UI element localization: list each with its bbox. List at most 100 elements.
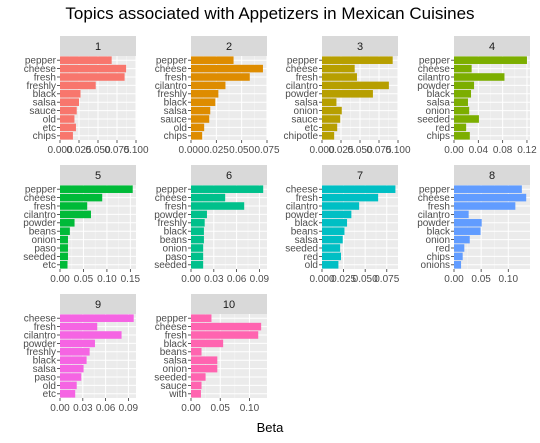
category-label-chips: chips: [427, 131, 450, 142]
bar-9-etc: [60, 390, 75, 398]
x-tick-label: 0.00: [50, 274, 70, 285]
bar-3-sauce: [322, 115, 340, 123]
bar-9-freshly: [60, 348, 90, 356]
bar-5-pepper: [60, 185, 133, 193]
bar-6-pepper: [191, 185, 263, 193]
bar-3-etc: [322, 124, 337, 132]
bar-8-cilantro: [454, 211, 469, 219]
category-label-etc: etc: [43, 389, 56, 400]
bar-6-cheese: [191, 194, 225, 202]
facet-strip-label-10: 10: [223, 299, 235, 311]
bar-6-beans: [191, 236, 204, 244]
x-tick-label: 0.00: [444, 145, 464, 156]
bar-4-pepper: [454, 56, 527, 64]
bar-8-chips: [454, 253, 463, 261]
bar-10-sauce: [191, 382, 202, 390]
facet-strip-label-2: 2: [226, 41, 232, 53]
bar-7-red: [322, 253, 341, 261]
bar-7-seeded: [322, 244, 340, 252]
bar-1-pepper: [60, 56, 112, 64]
bar-8-black: [454, 227, 481, 235]
x-tick-label: 0.100: [385, 145, 410, 156]
x-tick-label: 0.09: [250, 274, 270, 285]
facet-strip-label-9: 9: [95, 299, 101, 311]
bar-6-onion: [191, 244, 203, 252]
x-tick-label: 0.12: [517, 145, 537, 156]
x-tick-label: 0.05: [74, 274, 94, 285]
bar-9-salsa: [60, 365, 84, 373]
x-tick-label: 0.075: [254, 145, 279, 156]
bar-9-powder: [60, 340, 95, 348]
bar-8-pepper: [454, 185, 522, 193]
bar-5-seeded: [60, 253, 68, 261]
facet-strip-label-5: 5: [95, 170, 101, 182]
bar-2-sauce: [191, 115, 209, 123]
x-tick-label: 0.100: [123, 145, 148, 156]
bar-1-fresh: [60, 73, 125, 81]
bar-3-cilantro: [322, 82, 389, 90]
bar-5-etc: [60, 261, 68, 269]
x-tick-label: 0.15: [121, 274, 141, 285]
bar-7-fresh: [322, 194, 378, 202]
bar-3-onion: [322, 107, 342, 115]
x-tick-label: 0.03: [73, 403, 93, 414]
bar-5-paso: [60, 244, 68, 252]
bar-6-seeded: [191, 261, 203, 269]
category-label-old: old: [305, 260, 318, 271]
bar-7-cilantro: [322, 202, 359, 210]
bar-9-old: [60, 382, 77, 390]
bar-10-cheese: [191, 323, 261, 331]
bar-9-paso: [60, 373, 81, 381]
x-tick-label: 0.00: [181, 403, 201, 414]
bar-4-seeded: [454, 115, 479, 123]
bar-1-etc: [60, 124, 76, 132]
bar-8-fresh: [454, 202, 515, 210]
bar-6-paso: [191, 253, 203, 261]
bar-8-red: [454, 244, 464, 252]
bar-7-old: [322, 261, 338, 269]
x-tick-label: 0.00: [181, 274, 201, 285]
bar-1-black: [60, 90, 81, 98]
x-tick-label: 0.03: [204, 274, 224, 285]
bar-2-chips: [191, 132, 202, 140]
bar-6-black: [191, 227, 204, 235]
bar-7-salsa: [322, 236, 343, 244]
x-tick-label: 0.06: [96, 403, 116, 414]
bar-9-cheese: [60, 314, 134, 322]
bar-2-old: [191, 124, 204, 132]
bar-2-freshly: [191, 90, 218, 98]
bar-7-cheese: [322, 185, 395, 193]
bar-1-salsa: [60, 98, 79, 106]
x-tick-label: 0.00: [444, 274, 464, 285]
bar-2-cilantro: [191, 82, 225, 90]
bar-1-sauce: [60, 107, 77, 115]
x-tick-label: 0.05: [210, 403, 230, 414]
x-tick-label: 0.05: [471, 274, 491, 285]
x-tick-label: 0.08: [493, 145, 513, 156]
x-tick-label: 0.025: [204, 145, 229, 156]
bar-10-salsa: [191, 356, 217, 364]
bar-9-cilantro: [60, 331, 122, 339]
bar-4-cheese: [454, 65, 472, 73]
bar-1-chips: [60, 132, 73, 140]
x-tick-label: 0.09: [119, 403, 139, 414]
bar-7-powder: [322, 211, 351, 219]
category-label-onions: onions: [421, 260, 450, 271]
bar-3-salsa: [322, 98, 336, 106]
bar-5-beans: [60, 227, 70, 235]
bar-6-powder: [191, 211, 207, 219]
bar-4-black: [454, 90, 471, 98]
bar-3-cheese: [322, 65, 355, 73]
bar-2-black: [191, 98, 215, 106]
bar-4-powder: [454, 82, 474, 90]
bar-5-fresh: [60, 202, 87, 210]
bar-4-red: [454, 124, 466, 132]
bar-5-onion: [60, 236, 68, 244]
bar-8-onion: [454, 236, 470, 244]
x-tick-label: 0.075: [374, 274, 399, 285]
x-tick-label: 0.050: [229, 145, 254, 156]
x-axis-label: Beta: [0, 420, 540, 435]
bar-2-cheese: [191, 65, 263, 73]
